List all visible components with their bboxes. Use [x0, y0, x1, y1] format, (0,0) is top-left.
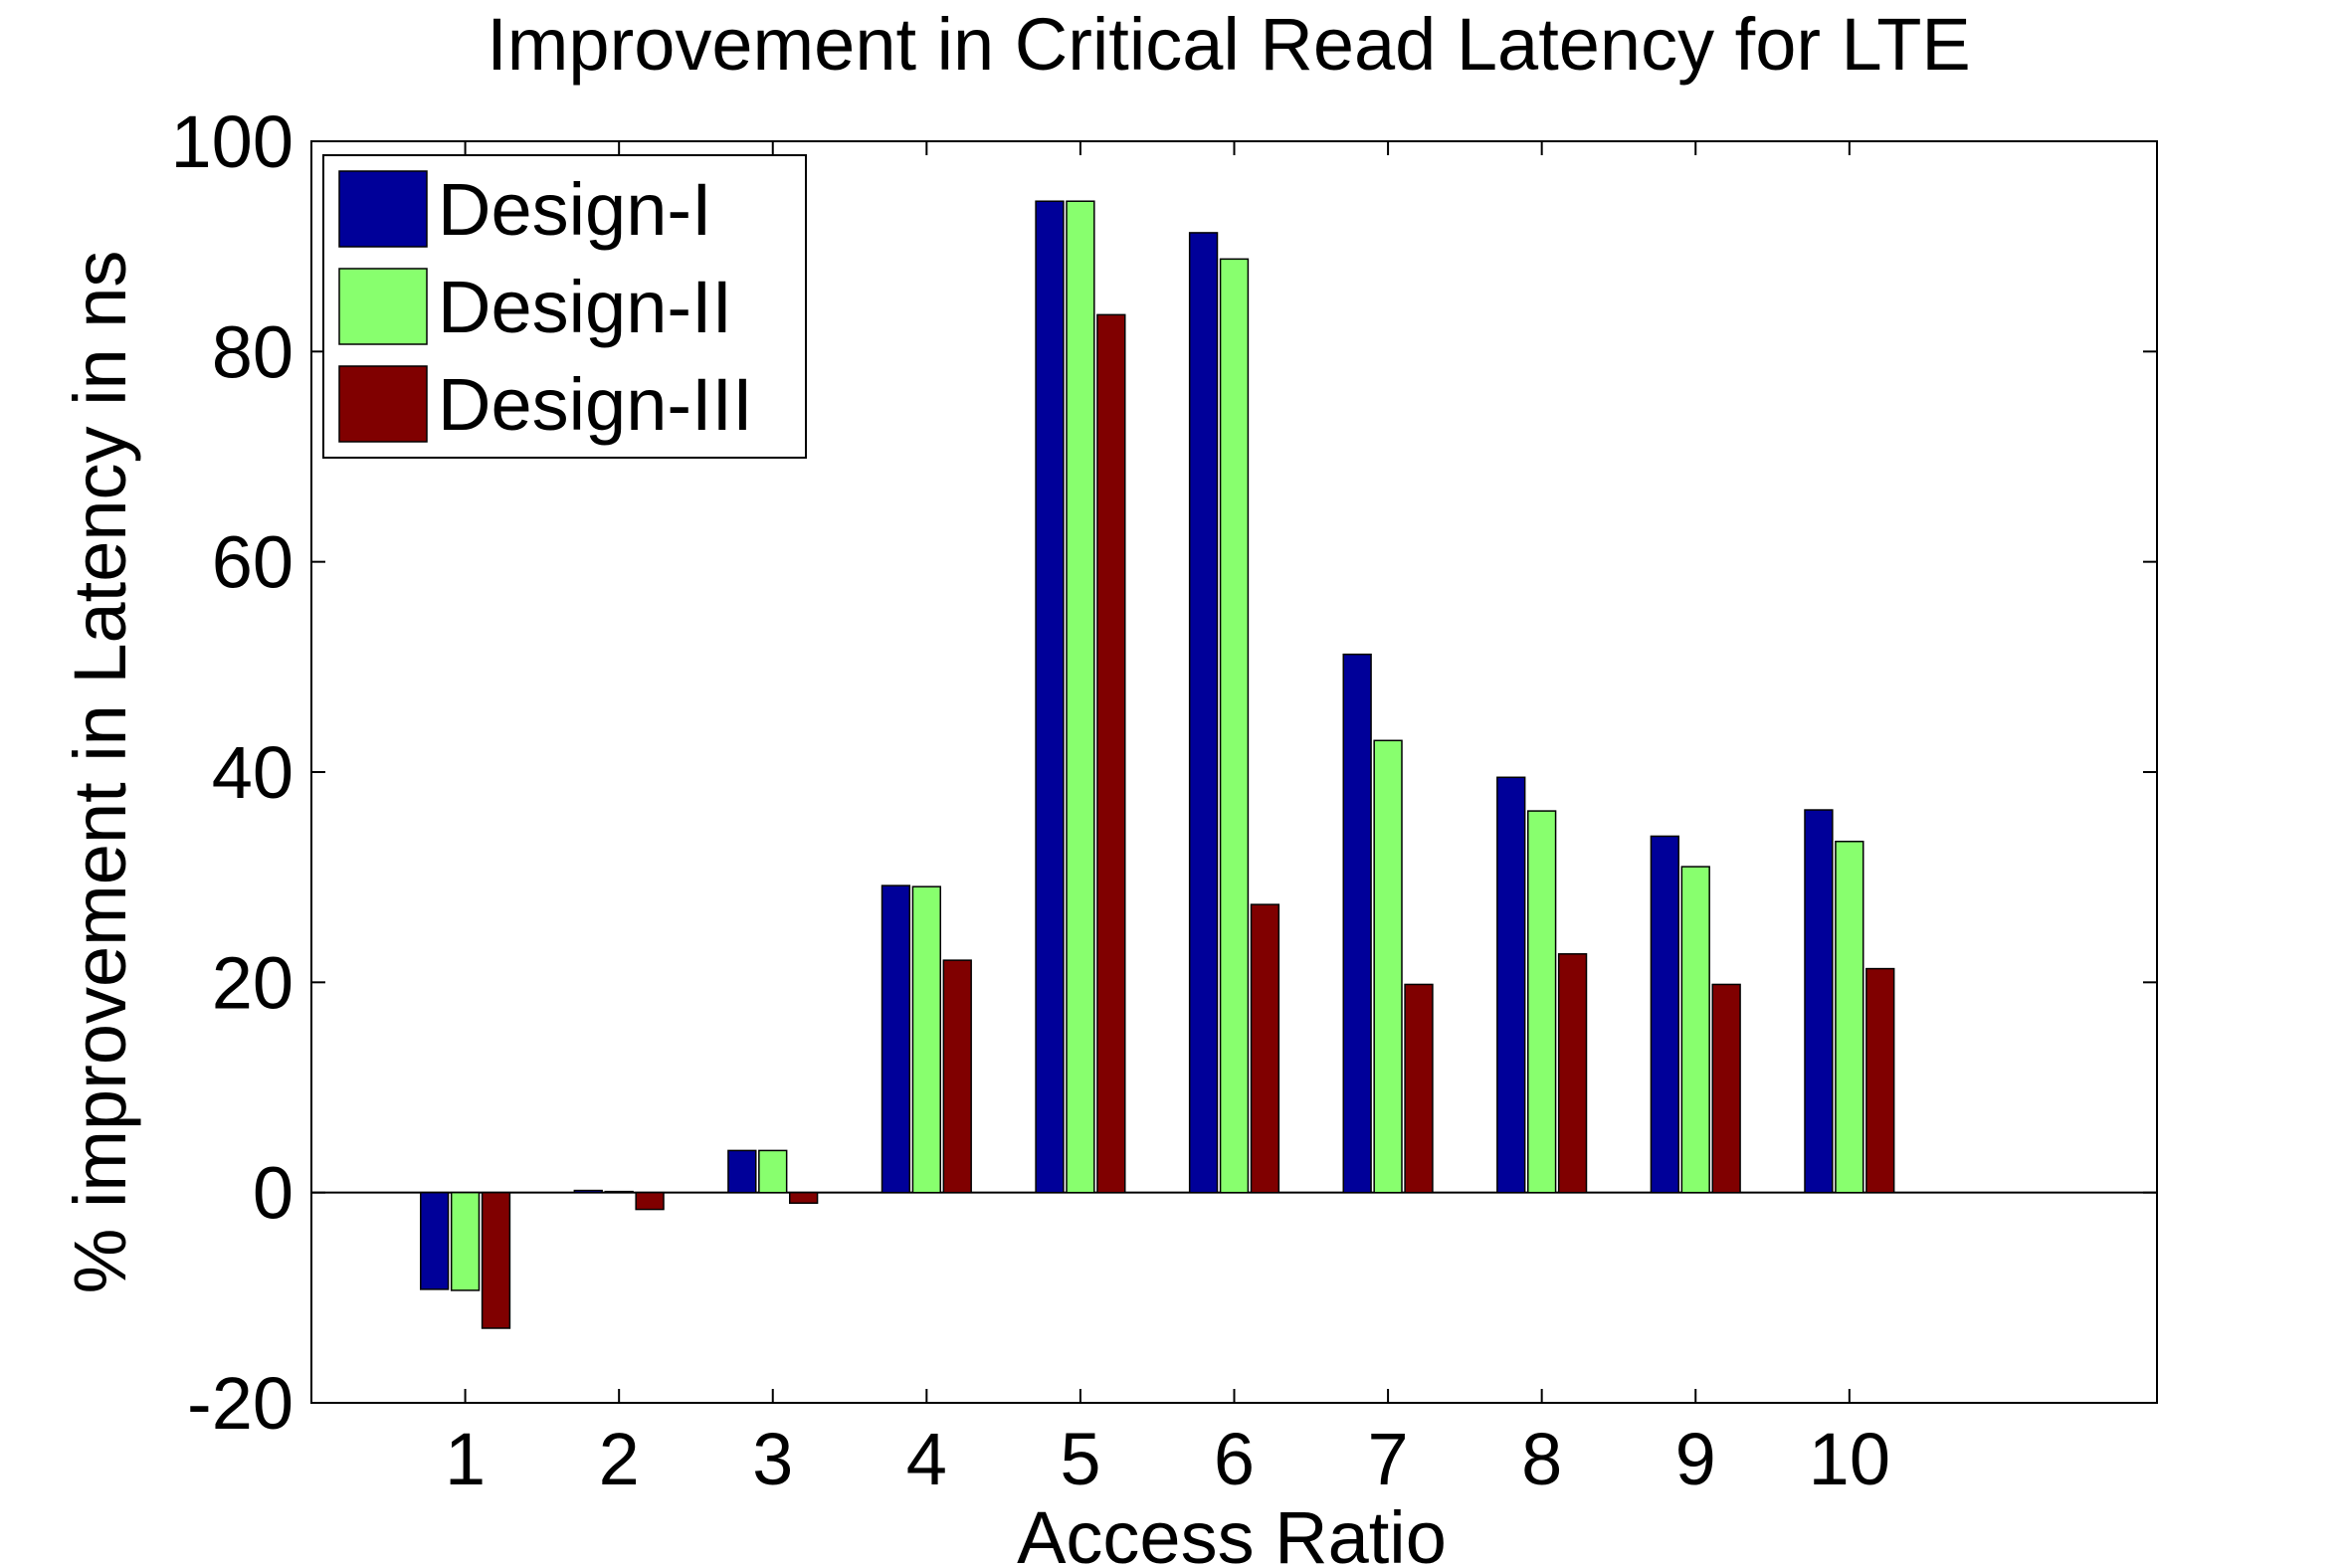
x-tick-labels: 1 2 3 4 5 6 7 8 9 10 — [445, 1418, 1890, 1500]
bar-design-i-ratio-2 — [573, 1189, 603, 1194]
legend-swatch-design-iii — [338, 365, 428, 443]
bar-design-i-ratio-4 — [881, 884, 911, 1194]
bar-design-ii-ratio-6 — [1219, 258, 1250, 1194]
chart-title: Improvement in Critical Read Latency for… — [487, 3, 1971, 86]
y-tick-label: 80 — [212, 310, 294, 393]
bar-design-i-ratio-10 — [1804, 809, 1834, 1194]
bar-design-iii-ratio-8 — [1557, 953, 1588, 1194]
bar-design-i-ratio-6 — [1188, 232, 1219, 1194]
bars-group — [420, 200, 1895, 1329]
bar-design-iii-ratio-9 — [1711, 983, 1741, 1194]
x-tick-label: 8 — [1521, 1418, 1562, 1500]
legend: Design-I Design-II Design-III — [322, 154, 807, 459]
bar-design-iii-ratio-5 — [1096, 313, 1126, 1194]
bar-design-ii-ratio-10 — [1835, 840, 1864, 1194]
legend-label-design-iii: Design-III — [438, 363, 753, 446]
x-tick-label: 2 — [599, 1418, 640, 1500]
bar-design-i-ratio-3 — [727, 1149, 757, 1194]
x-tick-label: 5 — [1060, 1418, 1100, 1500]
y-tick-label: 0 — [253, 1152, 294, 1235]
x-tick-label: 10 — [1809, 1418, 1890, 1500]
bar-design-ii-ratio-5 — [1066, 200, 1095, 1194]
y-tick-label: 100 — [171, 100, 294, 183]
legend-swatch-design-ii — [338, 268, 428, 345]
bar-design-iii-ratio-7 — [1404, 983, 1434, 1194]
y-tick-label: 40 — [212, 731, 294, 814]
bar-design-i-ratio-1 — [420, 1191, 450, 1290]
bar-design-i-ratio-7 — [1342, 653, 1372, 1194]
bar-design-iii-ratio-2 — [635, 1191, 665, 1211]
bar-design-iii-ratio-10 — [1865, 967, 1895, 1194]
x-tick-label: 9 — [1675, 1418, 1716, 1500]
x-tick-label: 6 — [1214, 1418, 1255, 1500]
bar-design-iii-ratio-1 — [481, 1191, 511, 1329]
y-tick-label: -20 — [187, 1362, 294, 1445]
bar-design-ii-ratio-8 — [1527, 810, 1557, 1194]
x-tick-label: 4 — [906, 1418, 947, 1500]
bar-design-iii-ratio-4 — [942, 959, 972, 1194]
bar-design-ii-ratio-4 — [911, 885, 941, 1194]
bar-design-ii-ratio-3 — [758, 1149, 788, 1194]
bar-design-ii-ratio-9 — [1680, 866, 1710, 1194]
y-tick-label: 20 — [212, 941, 294, 1024]
axis-ticks-group — [311, 140, 2157, 1404]
bar-design-ii-ratio-1 — [450, 1191, 481, 1291]
bar-design-ii-ratio-7 — [1373, 739, 1403, 1194]
bar-design-iii-ratio-3 — [789, 1191, 819, 1204]
x-tick-label: 1 — [445, 1418, 486, 1500]
bar-design-i-ratio-5 — [1035, 200, 1065, 1194]
bar-design-i-ratio-8 — [1496, 776, 1526, 1194]
x-tick-label: 3 — [752, 1418, 793, 1500]
y-axis-label: % improvement in Latency in ns — [59, 251, 141, 1294]
legend-label-design-ii: Design-II — [438, 266, 732, 348]
bar-design-ii-ratio-2 — [604, 1190, 634, 1194]
x-axis-label: Access Ratio — [1017, 1496, 1447, 1568]
legend-swatch-design-i — [338, 170, 428, 248]
bar-design-iii-ratio-6 — [1250, 903, 1280, 1194]
y-tick-label: 60 — [212, 521, 294, 604]
y-tick-labels: -20 0 20 40 60 80 100 — [171, 100, 294, 1445]
legend-label-design-i: Design-I — [438, 168, 712, 251]
x-tick-label: 7 — [1368, 1418, 1409, 1500]
bar-design-i-ratio-9 — [1650, 835, 1679, 1194]
